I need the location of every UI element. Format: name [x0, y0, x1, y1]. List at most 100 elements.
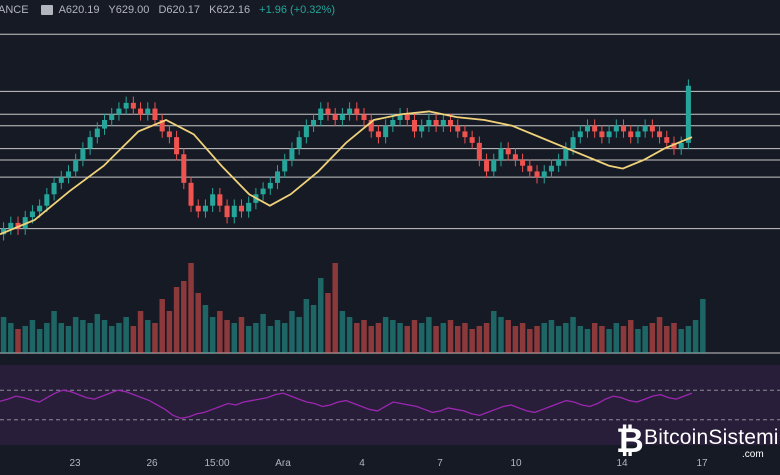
volume-bar [613, 323, 620, 353]
candle-body [159, 120, 165, 132]
volume-bar [411, 320, 418, 353]
volume-bar [664, 326, 670, 353]
volume-bar [491, 311, 497, 353]
x-tick-label: 14 [616, 458, 628, 469]
volume-bar [209, 317, 216, 353]
candle-body [210, 194, 216, 206]
volume-bar [498, 317, 504, 353]
volume-bar [570, 317, 576, 353]
volume-bar [0, 317, 7, 353]
volume-bar [368, 326, 374, 353]
candle-body [58, 177, 64, 183]
open-value: A620.19 [58, 4, 100, 16]
volume-bar [231, 323, 238, 353]
volume-bar [224, 320, 230, 353]
candle-body [15, 222, 21, 229]
volume-bar [426, 317, 432, 353]
x-tick-label: 17 [696, 458, 708, 469]
candle-body [447, 120, 454, 126]
volume-bar [267, 326, 274, 353]
candle-body [520, 160, 526, 166]
volume-bar [8, 323, 14, 353]
candle-body [426, 120, 432, 126]
x-tick-label: 23 [69, 458, 81, 469]
volume-bar [166, 311, 173, 353]
high-value: Y629.00 [108, 4, 150, 16]
candle-body [311, 120, 317, 126]
candle-body [260, 188, 266, 195]
candle-body [354, 108, 360, 115]
candle-body [332, 114, 338, 120]
candle-body [685, 85, 691, 143]
ticker-source: ANCE [0, 4, 29, 16]
volume-bar [36, 329, 43, 353]
x-tick-label: Ara [275, 458, 291, 469]
candle-body [368, 120, 374, 132]
volume-bar [375, 323, 382, 353]
logo-name: BitcoinSistemi [644, 426, 779, 449]
volume-bar [700, 299, 706, 353]
candle-body [404, 114, 410, 120]
volume-bar [627, 320, 634, 353]
candle-body [145, 108, 151, 115]
volume-bar [58, 323, 65, 353]
candle-body [22, 217, 28, 229]
volume-bar [238, 317, 245, 353]
eye-icon[interactable] [40, 5, 53, 15]
volume-bar [289, 311, 295, 353]
volume-bar [361, 320, 367, 353]
volume-bar [454, 326, 461, 353]
candle-body [678, 142, 684, 149]
volume-bar [519, 323, 526, 353]
candle-body [8, 222, 14, 229]
x-tick-label: 7 [437, 458, 443, 469]
candle-body [109, 114, 115, 120]
volume-bar [339, 311, 346, 353]
volume-bar [671, 323, 677, 353]
volume-bar [260, 314, 266, 353]
volume-bar [476, 326, 483, 353]
candle-body [339, 114, 345, 120]
candle-body [671, 142, 677, 149]
candle-body [37, 205, 43, 212]
candle-body [65, 171, 72, 178]
volume-bar [555, 326, 562, 353]
volume-bar [505, 320, 511, 353]
low-value: D620.17 [158, 4, 201, 16]
volume-bar [656, 317, 663, 353]
candle-body [613, 125, 619, 132]
candle-body [116, 108, 122, 115]
candle-body [174, 137, 180, 155]
candle-body [498, 148, 504, 160]
volume-bar [181, 281, 187, 353]
change-value: +1.96 (+0.32%) [259, 4, 335, 16]
volume-bar [404, 326, 411, 353]
rsi-line [0, 389, 693, 419]
volume-bar [101, 320, 108, 353]
candle-body [361, 114, 367, 120]
x-tick-label: 4 [359, 458, 365, 469]
candle-body [419, 125, 425, 132]
candle-body [491, 160, 497, 172]
volume-bar [418, 323, 425, 353]
volume-bar [577, 326, 584, 353]
candle-body [202, 205, 208, 212]
volume-bar [346, 317, 353, 353]
candle-body [282, 160, 288, 172]
volume-bar [649, 323, 656, 353]
watermark-logo: ₿ BitcoinSistemi .com [616, 421, 779, 463]
candle-body [606, 131, 612, 138]
candle-body [469, 137, 475, 143]
volume-bar [310, 305, 317, 353]
volume-bar [390, 320, 396, 353]
volume-bar [116, 323, 122, 353]
volume-bar [274, 320, 281, 353]
volume-bar [599, 326, 605, 353]
candle-body [476, 142, 482, 160]
close-value: K622.16 [209, 4, 251, 16]
candle-body [397, 114, 403, 120]
candle-body [296, 137, 302, 149]
volume-bar [462, 323, 468, 353]
candle-body [152, 108, 158, 120]
